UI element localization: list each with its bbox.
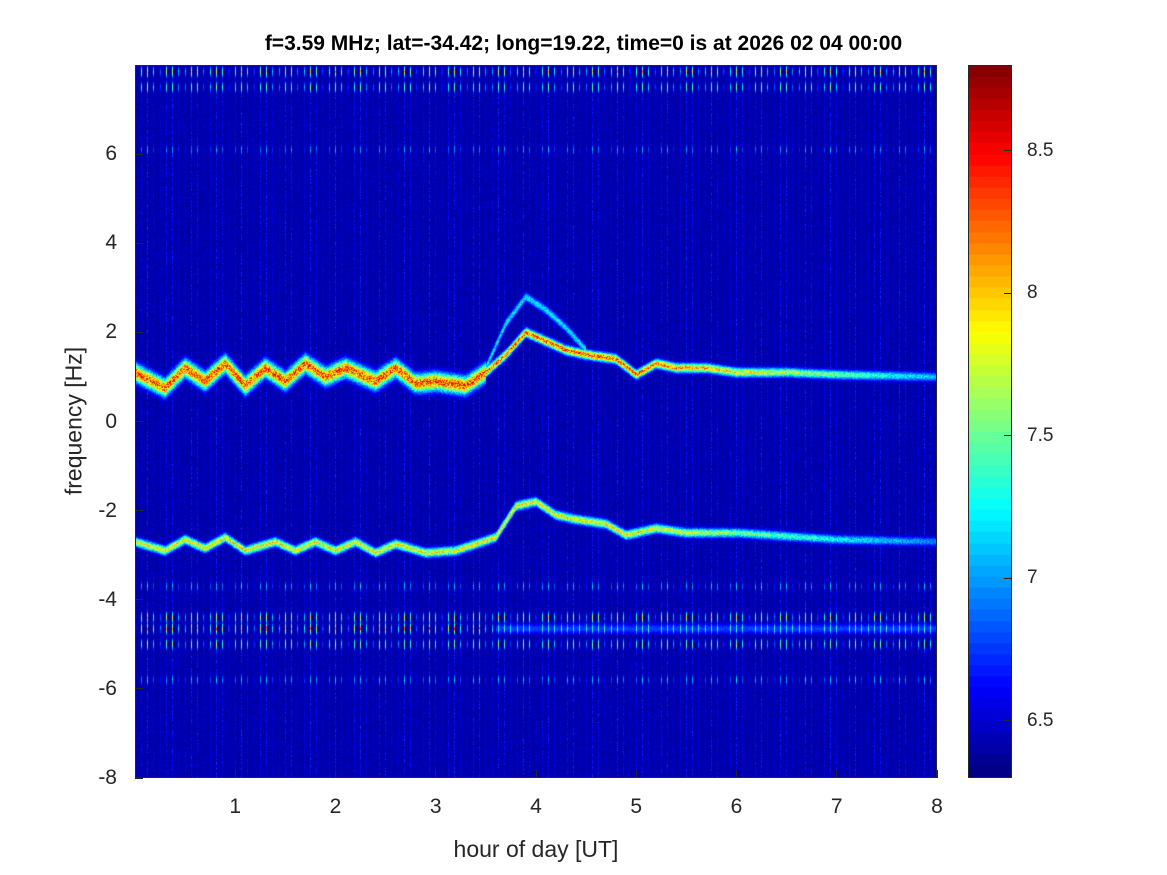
colorbar-tick-label: 8 bbox=[1027, 282, 1038, 304]
x-axis-label: hour of day [UT] bbox=[453, 836, 619, 862]
x-tick-mark bbox=[234, 770, 236, 778]
y-tick-label: 0 bbox=[105, 409, 117, 433]
colorbar-tick-label: 7 bbox=[1027, 567, 1038, 589]
x-tick-mark bbox=[836, 770, 838, 778]
colorbar-tick-mark bbox=[1004, 150, 1012, 152]
y-tick-mark bbox=[135, 777, 143, 779]
colorbar-tick-label: 7.5 bbox=[1027, 424, 1054, 446]
colorbar-tick-mark bbox=[1004, 292, 1012, 294]
x-tick-mark bbox=[435, 770, 437, 778]
y-tick-label: -2 bbox=[98, 498, 117, 522]
colorbar-tick-label: 6.5 bbox=[1027, 709, 1054, 731]
x-tick-mark bbox=[936, 770, 938, 778]
x-tick-label: 8 bbox=[931, 795, 943, 818]
x-tick-label: 7 bbox=[830, 795, 843, 818]
x-tick-label: 6 bbox=[730, 795, 743, 818]
x-tick-label: 4 bbox=[530, 795, 542, 818]
plot-area bbox=[135, 65, 937, 778]
y-tick-mark bbox=[135, 510, 143, 512]
y-tick-mark bbox=[135, 242, 143, 244]
y-tick-label: -8 bbox=[98, 766, 117, 789]
colorbar bbox=[968, 65, 1012, 778]
y-tick-label: -6 bbox=[98, 676, 117, 700]
y-tick-label: 4 bbox=[105, 231, 117, 255]
y-tick-mark bbox=[135, 331, 143, 333]
x-tick-mark bbox=[335, 770, 336, 778]
spectrogram-heatmap bbox=[135, 65, 937, 778]
x-tick-label: 3 bbox=[429, 795, 442, 818]
y-tick-label: 6 bbox=[105, 142, 117, 166]
y-tick-mark bbox=[135, 421, 143, 422]
colorbar-tick-label: 8.5 bbox=[1027, 139, 1054, 161]
colorbar-tick-mark bbox=[1004, 720, 1012, 722]
x-tick-label: 5 bbox=[630, 795, 643, 818]
y-tick-mark bbox=[135, 599, 143, 601]
x-tick-mark bbox=[736, 770, 737, 778]
x-tick-mark bbox=[535, 770, 537, 778]
y-tick-mark bbox=[135, 153, 143, 155]
colorbar-tick-mark bbox=[1004, 435, 1012, 437]
x-tick-mark bbox=[635, 770, 637, 778]
y-tick-label: -4 bbox=[98, 587, 117, 611]
y-tick-label: 2 bbox=[105, 320, 117, 344]
colorbar-tick-mark bbox=[1004, 577, 1012, 579]
y-axis-label: frequency [Hz] bbox=[60, 346, 87, 496]
chart-title: f=3.59 MHz; lat=-34.42; long=19.22, time… bbox=[264, 32, 903, 55]
x-tick-label: 1 bbox=[229, 795, 242, 818]
x-tick-label: 2 bbox=[329, 795, 342, 818]
y-tick-mark bbox=[135, 688, 143, 690]
